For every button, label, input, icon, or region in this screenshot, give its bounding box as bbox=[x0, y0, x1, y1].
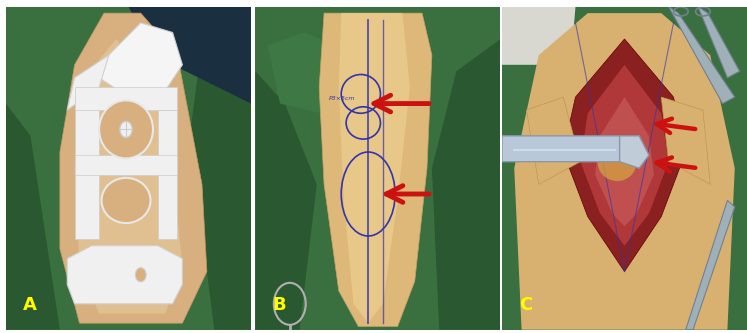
Polygon shape bbox=[67, 246, 182, 304]
Polygon shape bbox=[128, 7, 251, 104]
Polygon shape bbox=[75, 155, 178, 174]
Polygon shape bbox=[527, 97, 580, 184]
Polygon shape bbox=[698, 7, 740, 78]
Polygon shape bbox=[661, 97, 710, 184]
Polygon shape bbox=[67, 55, 109, 110]
Polygon shape bbox=[432, 39, 500, 330]
Polygon shape bbox=[75, 39, 182, 314]
Polygon shape bbox=[255, 71, 317, 330]
Polygon shape bbox=[514, 13, 735, 330]
Polygon shape bbox=[580, 65, 669, 246]
Polygon shape bbox=[158, 110, 178, 239]
Circle shape bbox=[135, 268, 146, 282]
Polygon shape bbox=[686, 200, 735, 330]
Polygon shape bbox=[563, 39, 686, 271]
Polygon shape bbox=[190, 7, 251, 330]
Polygon shape bbox=[502, 7, 747, 330]
Polygon shape bbox=[267, 33, 359, 120]
Polygon shape bbox=[255, 7, 500, 330]
Polygon shape bbox=[669, 7, 735, 104]
Polygon shape bbox=[319, 13, 432, 326]
Ellipse shape bbox=[598, 142, 636, 181]
Polygon shape bbox=[60, 13, 207, 323]
Polygon shape bbox=[99, 23, 182, 97]
Polygon shape bbox=[502, 136, 630, 162]
Text: C: C bbox=[519, 295, 533, 314]
Polygon shape bbox=[75, 97, 99, 239]
Text: P3×5cm: P3×5cm bbox=[329, 96, 356, 101]
Polygon shape bbox=[6, 7, 251, 330]
Circle shape bbox=[120, 121, 132, 138]
Polygon shape bbox=[75, 87, 178, 110]
Ellipse shape bbox=[102, 178, 151, 223]
Polygon shape bbox=[619, 136, 649, 168]
Text: B: B bbox=[273, 295, 286, 314]
Polygon shape bbox=[6, 104, 60, 330]
Ellipse shape bbox=[99, 100, 153, 159]
Polygon shape bbox=[339, 13, 410, 323]
Polygon shape bbox=[595, 97, 654, 226]
Text: A: A bbox=[23, 295, 37, 314]
Polygon shape bbox=[502, 7, 575, 65]
